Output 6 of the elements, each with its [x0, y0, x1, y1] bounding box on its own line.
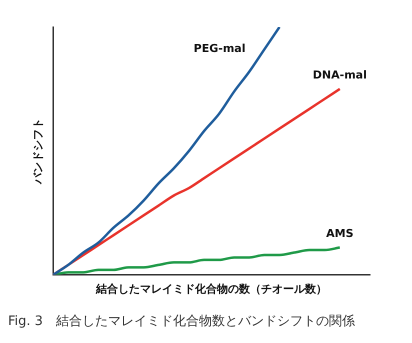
y-axis-title: バンドシフト — [31, 118, 44, 185]
series-label: AMS — [326, 226, 354, 240]
x-axis-title: 結合したマレイミド化合物の数（チオール数） — [95, 282, 328, 296]
caption: Fig. 3 結合したマレイミド化合物数とバンドシフトの関係 — [8, 313, 355, 330]
series-label: PEG-mal — [194, 42, 246, 55]
series-label: DNA-mal — [312, 68, 367, 82]
